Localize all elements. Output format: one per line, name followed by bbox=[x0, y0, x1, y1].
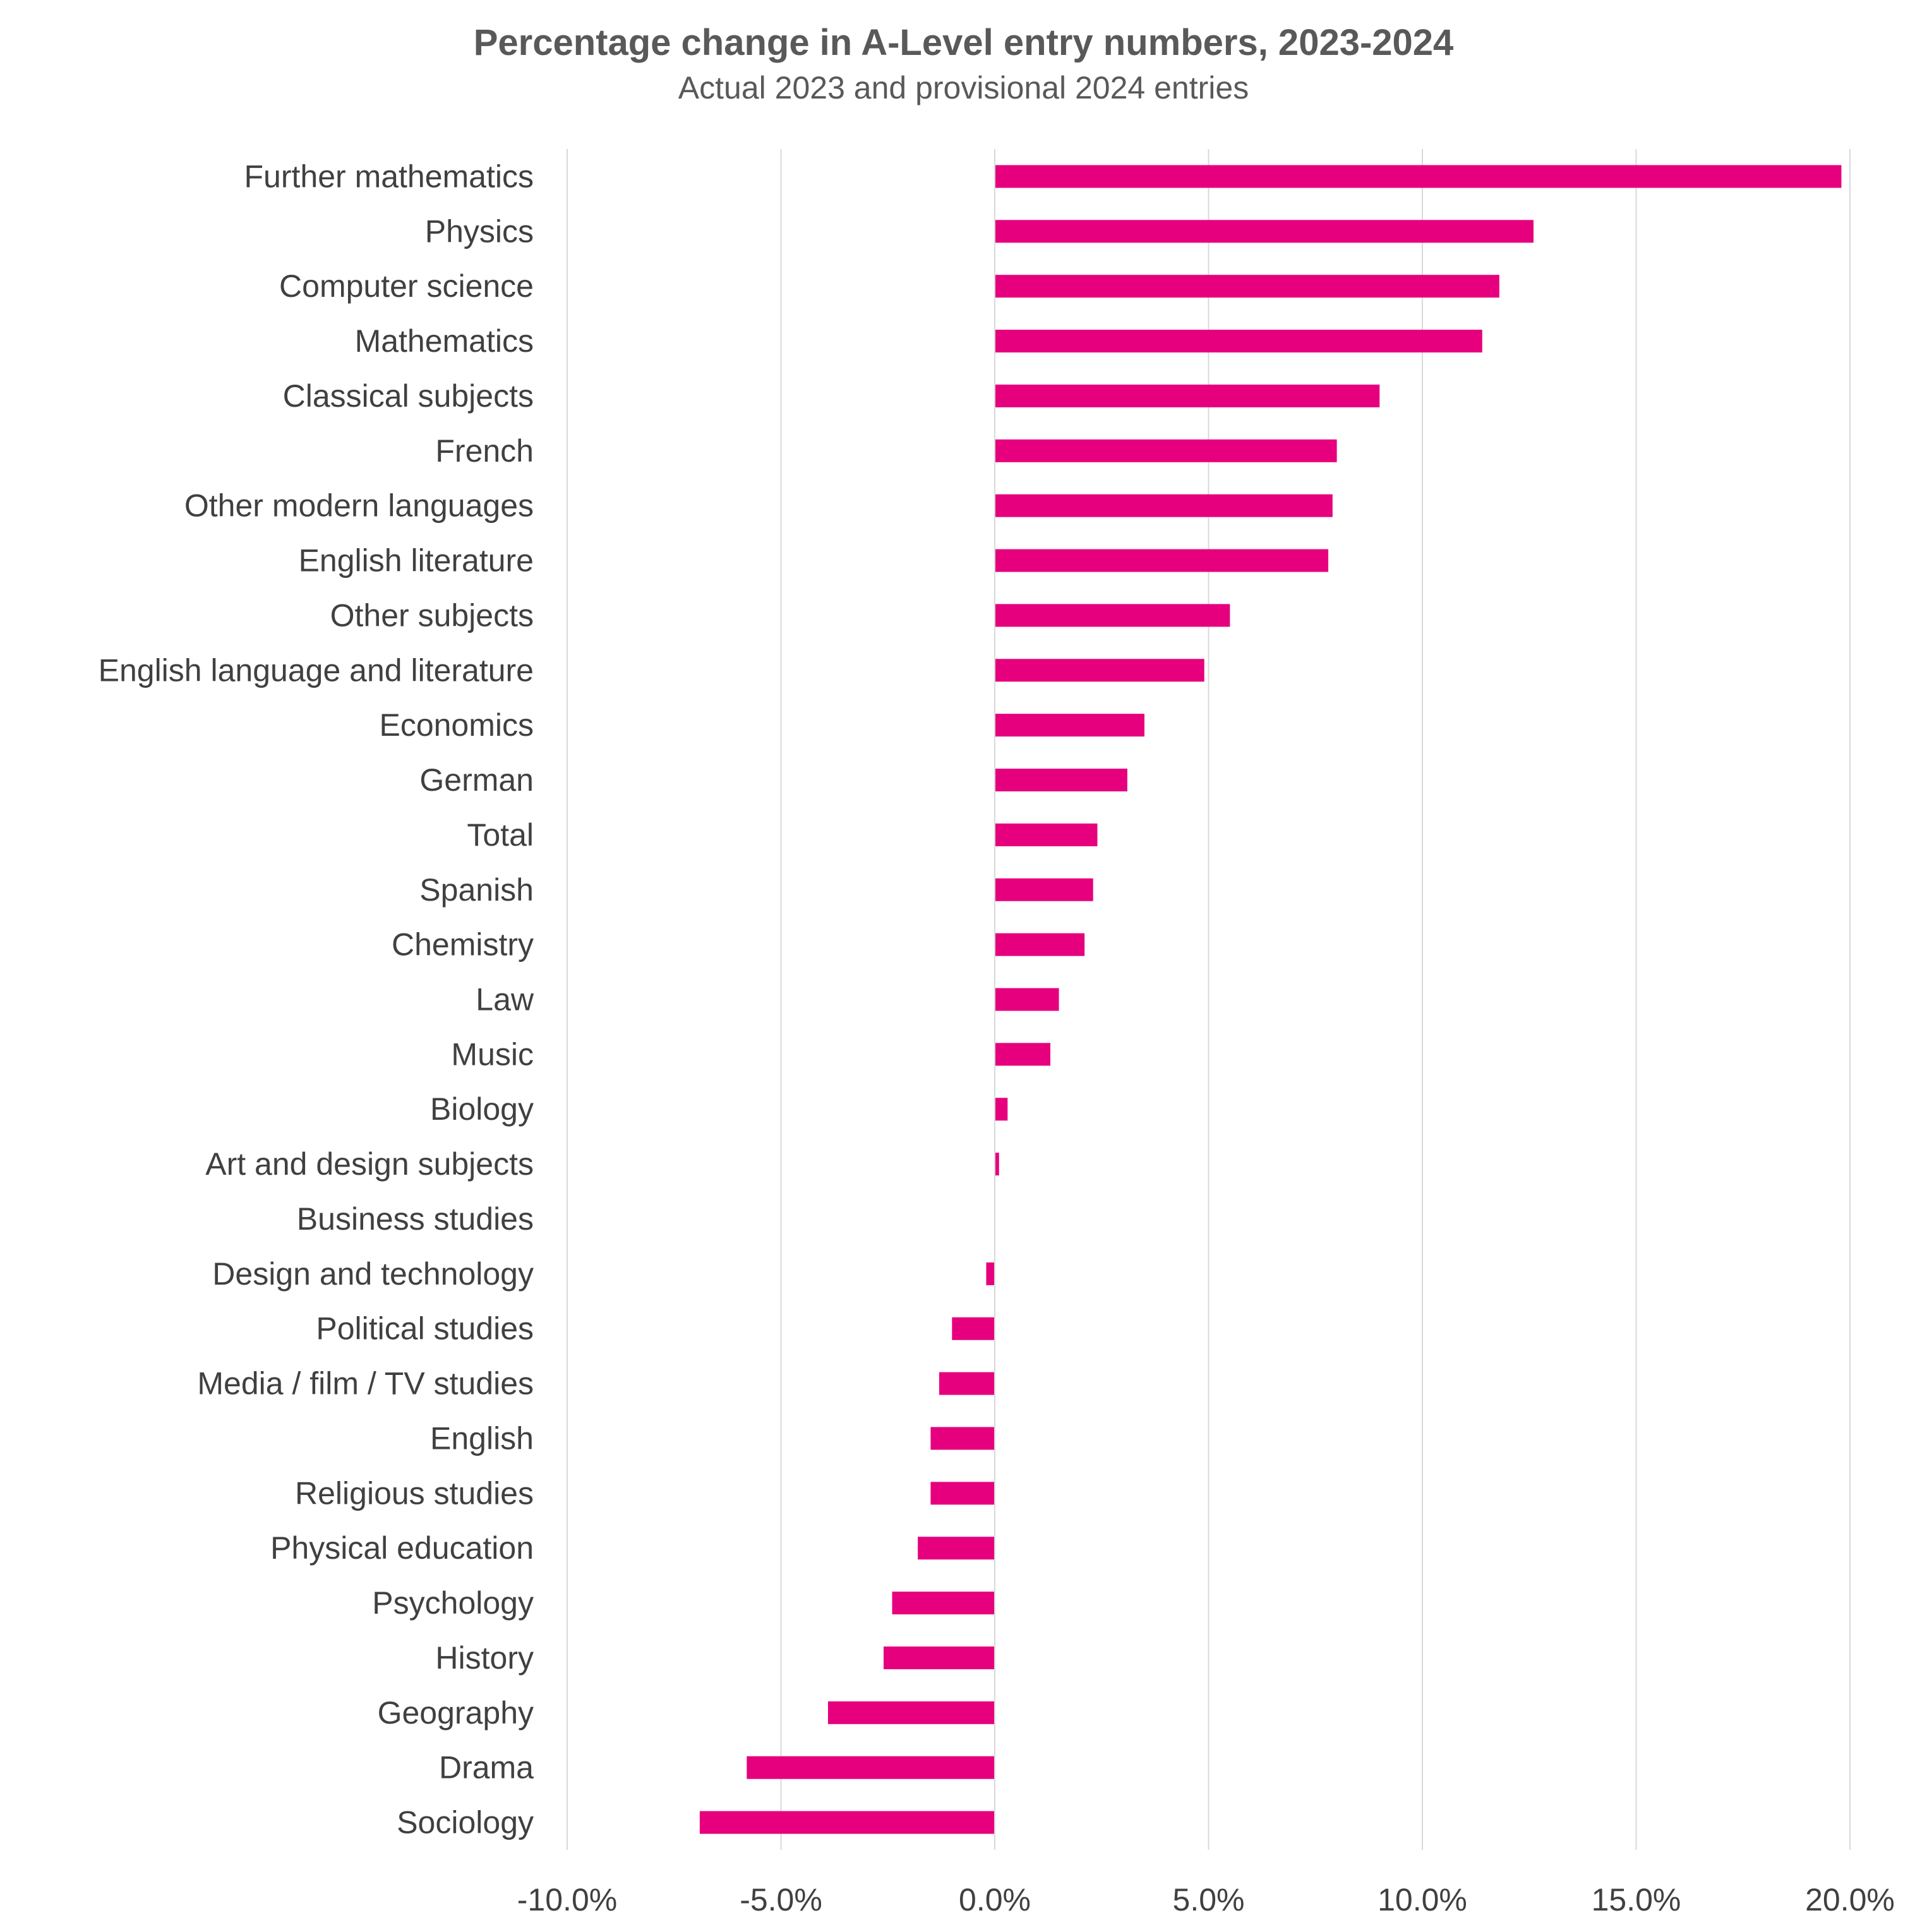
title-block: Percentage change in A-Level entry numbe… bbox=[0, 19, 1927, 109]
bar bbox=[952, 1317, 995, 1340]
bar bbox=[883, 1646, 995, 1669]
x-tick-label: -5.0% bbox=[740, 1882, 822, 1917]
bar bbox=[995, 1043, 1051, 1066]
bar bbox=[995, 878, 1093, 901]
category-label: Physics bbox=[425, 213, 534, 249]
category-label: Sociology bbox=[397, 1805, 534, 1840]
category-label: Further mathematics bbox=[244, 159, 534, 194]
category-label: Economics bbox=[379, 707, 534, 743]
category-label: Geography bbox=[378, 1695, 534, 1731]
x-tick-label: 15.0% bbox=[1592, 1882, 1681, 1917]
bar bbox=[699, 1811, 995, 1834]
category-label: Drama bbox=[439, 1750, 534, 1785]
x-tick-label: 5.0% bbox=[1173, 1882, 1245, 1917]
bar bbox=[995, 275, 1499, 298]
category-label: Business studies bbox=[297, 1201, 534, 1237]
bar bbox=[995, 1153, 999, 1176]
category-label: Religious studies bbox=[295, 1475, 534, 1511]
category-label: Psychology bbox=[372, 1585, 534, 1621]
chart-subtitle: Actual 2023 and provisional 2024 entries bbox=[678, 70, 1249, 105]
bar bbox=[995, 988, 1059, 1011]
bar bbox=[995, 439, 1337, 462]
category-label: Other subjects bbox=[330, 597, 534, 633]
category-label: Mathematics bbox=[355, 323, 534, 359]
category-label: Physical education bbox=[270, 1530, 534, 1566]
bar bbox=[995, 494, 1333, 517]
x-tick-label: -10.0% bbox=[517, 1882, 617, 1917]
category-label: Total bbox=[467, 817, 534, 853]
category-label: French bbox=[435, 433, 534, 469]
bar bbox=[995, 220, 1534, 243]
x-tick-label: 0.0% bbox=[959, 1882, 1031, 1917]
category-label: Art and design subjects bbox=[205, 1146, 534, 1182]
bar bbox=[995, 714, 1144, 737]
bar bbox=[995, 1098, 1008, 1121]
bar bbox=[827, 1701, 995, 1724]
category-label: Music bbox=[451, 1036, 534, 1072]
category-label: Political studies bbox=[316, 1311, 534, 1347]
category-label: Other modern languages bbox=[184, 488, 534, 524]
category-label: Spanish bbox=[419, 872, 534, 908]
bar bbox=[995, 933, 1085, 956]
bar bbox=[995, 549, 1329, 572]
x-tick-label: 10.0% bbox=[1378, 1882, 1467, 1917]
bar bbox=[995, 384, 1380, 407]
category-label: Classical subjects bbox=[283, 378, 534, 414]
bar bbox=[986, 1262, 995, 1285]
category-label: Biology bbox=[430, 1091, 534, 1127]
category-label: English literature bbox=[299, 543, 534, 579]
x-tick-label: 20.0% bbox=[1805, 1882, 1895, 1917]
bar bbox=[995, 604, 1230, 627]
bar bbox=[930, 1482, 995, 1505]
bar bbox=[995, 165, 1842, 188]
bar bbox=[930, 1427, 995, 1450]
category-label: Design and technology bbox=[212, 1256, 534, 1292]
category-label: Law bbox=[476, 982, 534, 1017]
category-label: Chemistry bbox=[392, 927, 534, 963]
category-label: History bbox=[435, 1640, 534, 1676]
bar bbox=[918, 1537, 995, 1560]
bar bbox=[995, 330, 1482, 353]
bar bbox=[995, 769, 1127, 792]
bar bbox=[939, 1372, 995, 1395]
category-label: Computer science bbox=[279, 268, 534, 304]
bar bbox=[747, 1756, 995, 1779]
category-label: English bbox=[430, 1420, 534, 1456]
bar bbox=[995, 823, 1098, 846]
category-label: German bbox=[419, 762, 534, 798]
category-label: Media / film / TV studies bbox=[197, 1366, 534, 1401]
category-label: English language and literature bbox=[99, 652, 534, 688]
bar bbox=[995, 659, 1204, 682]
chart-title: Percentage change in A-Level entry numbe… bbox=[473, 22, 1454, 63]
bar bbox=[892, 1592, 995, 1615]
